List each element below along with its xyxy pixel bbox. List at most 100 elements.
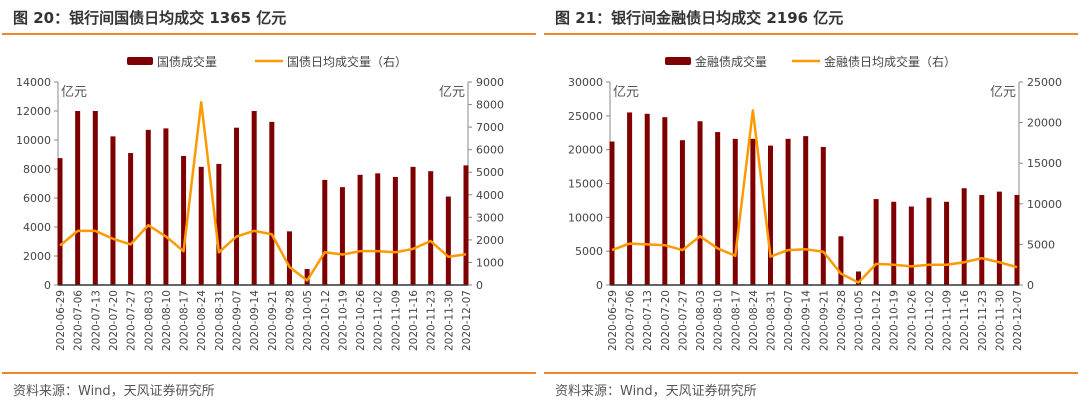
- x-tick-label: 2020-08-31: [214, 290, 226, 351]
- bar: [979, 195, 985, 285]
- bar: [856, 271, 862, 285]
- left-tick-label: 0: [44, 279, 51, 292]
- left-tick-label: 20000: [568, 144, 603, 157]
- right-unit-label: 亿元: [439, 85, 465, 100]
- bar: [644, 113, 650, 285]
- right-tick-label: 20000: [1027, 117, 1062, 130]
- x-tick-label: 2020-11-30: [994, 290, 1006, 351]
- bar: [803, 136, 809, 285]
- x-tick-label: 2020-11-02: [924, 290, 936, 351]
- x-tick-label: 2020-09-14: [801, 290, 813, 351]
- x-tick-label: 2020-08-10: [161, 290, 173, 351]
- bar: [820, 146, 826, 285]
- x-tick-label: 2020-11-09: [942, 290, 954, 351]
- right-tick-label: 10000: [1027, 198, 1062, 211]
- source-note: 资料来源：Wind，天风证券研究所: [555, 384, 757, 399]
- title-divider: [544, 33, 1078, 35]
- bar: [679, 140, 685, 285]
- x-tick-label: 2020-09-28: [836, 290, 848, 351]
- left-tick-label: 6000: [23, 192, 51, 205]
- source-divider: [2, 372, 536, 374]
- bar: [697, 121, 703, 285]
- left-tick-label: 8000: [23, 163, 51, 176]
- x-tick-label: 2020-10-26: [355, 290, 367, 351]
- x-tick-label: 2020-10-05: [302, 290, 314, 351]
- bar: [627, 112, 633, 285]
- x-tick-label: 2020-06-29: [607, 290, 619, 351]
- x-tick-label: 2020-08-24: [196, 290, 208, 351]
- line-series: [611, 109, 1018, 284]
- bar: [286, 231, 292, 285]
- x-tick-label: 2020-07-27: [677, 290, 689, 351]
- right-tick-label: 4000: [476, 189, 504, 202]
- x-tick-label: 2020-11-30: [443, 290, 455, 351]
- bar: [1014, 195, 1020, 285]
- right-tick-label: 5000: [1027, 238, 1055, 251]
- x-tick-label: 2020-06-29: [55, 290, 67, 351]
- bar: [375, 173, 381, 285]
- bar: [339, 187, 345, 285]
- x-tick-label: 2020-07-13: [642, 290, 654, 351]
- bar: [357, 174, 363, 285]
- legend-bar-swatch: [665, 57, 691, 65]
- chart-panel-20: 图 20：银行间国债日均成交 1365 亿元 国债成交量 国债日均成交量（右） 亿元…: [0, 0, 538, 409]
- legend-line-label: 国债日均成交量（右）: [287, 54, 407, 69]
- bar: [128, 153, 134, 285]
- bar: [322, 179, 328, 285]
- x-tick-label: 2020-11-23: [977, 290, 989, 351]
- x-tick-label: 2020-09-21: [267, 290, 279, 351]
- x-tick-label: 2020-11-23: [426, 290, 438, 351]
- bar: [908, 206, 914, 285]
- x-tick-label: 2020-12-07: [461, 290, 473, 351]
- bar: [609, 141, 615, 285]
- right-tick-label: 6000: [476, 144, 504, 157]
- right-unit-label: 亿元: [990, 85, 1016, 100]
- legend-bar-swatch: [127, 57, 153, 65]
- x-tick-label: 2020-10-19: [889, 290, 901, 351]
- x-tick-label: 2020-10-26: [906, 290, 918, 351]
- right-tick-label: 15000: [1027, 157, 1062, 170]
- left-tick-label: 0: [596, 279, 603, 292]
- left-tick-label: 15000: [568, 178, 603, 191]
- x-tick-label: 2020-08-24: [748, 290, 760, 351]
- x-tick-label: 2020-10-19: [337, 290, 349, 351]
- right-tick-label: 8000: [476, 99, 504, 112]
- x-tick-label: 2020-08-10: [713, 290, 725, 351]
- bar: [445, 196, 451, 285]
- bar: [838, 236, 844, 285]
- bar: [944, 201, 950, 285]
- right-tick-label: 25000: [1027, 76, 1062, 89]
- chart-20: 国债成交量 国债日均成交量（右） 亿元 亿元 0 2000 4000 6000 8000 1000…: [16, 54, 504, 351]
- x-tick-label: 2020-07-13: [90, 290, 102, 351]
- x-tick-label: 2020-07-06: [625, 290, 637, 351]
- x-tick-label: 2020-10-05: [854, 290, 866, 351]
- x-tick-label: 2020-09-07: [232, 290, 244, 351]
- legend-bar-label: 国债成交量: [157, 54, 217, 69]
- title-divider: [2, 33, 536, 35]
- x-tick-label: 2020-07-27: [126, 290, 138, 351]
- x-tick-label: 2020-11-16: [959, 290, 971, 351]
- x-tick-label: 2020-11-02: [373, 290, 385, 351]
- chart-title: 图 21：银行间金融债日均成交 2196 亿元: [555, 9, 844, 27]
- x-tick-label: 2020-09-07: [783, 290, 795, 351]
- left-tick-label: 30000: [568, 76, 603, 89]
- x-tick-label: 2020-10-12: [320, 290, 332, 351]
- left-tick-label: 14000: [16, 76, 51, 89]
- bar: [216, 163, 222, 285]
- x-tick-label: 2020-12-07: [1012, 290, 1024, 351]
- bar: [75, 111, 81, 285]
- chart-panel-21: 图 21：银行间金融债日均成交 2196 亿元 金融债成交量 金融债日均成交量（右…: [542, 0, 1080, 409]
- x-tick-label: 2020-10-12: [871, 290, 883, 351]
- bar: [750, 138, 756, 285]
- legend-bar-label: 金融债成交量: [695, 54, 767, 69]
- x-tick-label: 2020-09-21: [818, 290, 830, 351]
- bar: [463, 165, 469, 285]
- bar: [92, 111, 98, 285]
- x-tick-label: 2020-11-09: [390, 290, 402, 351]
- chart-21: 金融债成交量 金融债日均成交量（右） 亿元 亿元 0 5000 10000 15000 2000…: [568, 54, 1062, 351]
- bar: [732, 138, 738, 285]
- bar: [873, 199, 879, 285]
- line-series: [59, 101, 467, 282]
- right-tick-label: 0: [476, 279, 483, 292]
- bar: [410, 166, 416, 285]
